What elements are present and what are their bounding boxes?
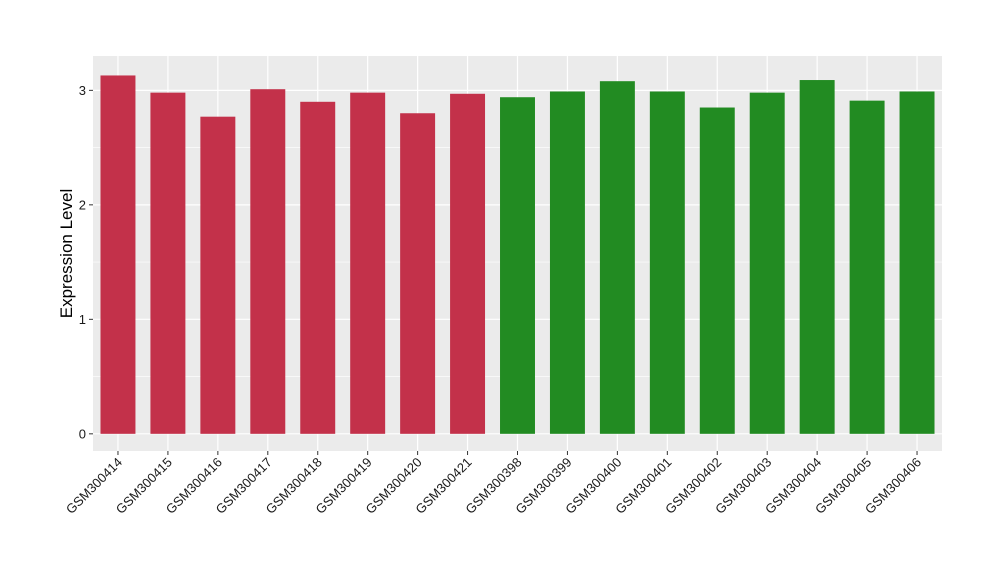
bar-GSM300418 — [300, 101, 336, 434]
bar-GSM300401 — [649, 91, 685, 434]
y-tick-label: 2 — [79, 197, 86, 212]
bar-GSM300404 — [799, 80, 835, 434]
bar-GSM300405 — [849, 100, 885, 434]
y-axis-title: Expression Level — [57, 189, 76, 318]
bar-GSM300406 — [899, 91, 935, 434]
y-tick-label: 0 — [79, 426, 86, 441]
bar-GSM300399 — [549, 91, 585, 434]
bar-GSM300400 — [599, 81, 635, 434]
bar-GSM300420 — [400, 113, 436, 434]
bar-GSM300415 — [150, 92, 186, 434]
y-axis: 0 1 2 3 — [79, 83, 93, 441]
bar-GSM300421 — [450, 93, 486, 434]
bar-GSM300416 — [200, 116, 236, 434]
bar-GSM300419 — [350, 92, 386, 434]
bars — [100, 75, 935, 434]
x-axis: GSM300414GSM300415GSM300416GSM300417GSM3… — [63, 451, 924, 517]
y-tick-label: 3 — [79, 83, 86, 98]
bar-GSM300414 — [100, 75, 136, 434]
bar-GSM300402 — [699, 107, 735, 434]
bar-GSM300417 — [250, 89, 286, 434]
bar-GSM300403 — [749, 92, 785, 434]
y-tick-label: 1 — [79, 312, 86, 327]
bar-GSM300398 — [500, 97, 535, 434]
